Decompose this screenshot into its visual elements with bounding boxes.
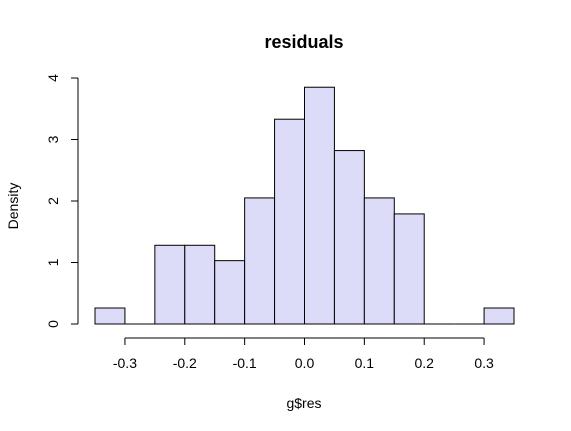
histogram-bar <box>154 244 186 325</box>
y-tick-label: 2 <box>45 197 61 205</box>
y-axis: 0 1 2 3 4 <box>45 74 79 328</box>
x-tick-label: -0.2 <box>173 355 197 371</box>
y-tick-label: 0 <box>45 320 61 328</box>
histogram-bar <box>333 150 365 325</box>
y-tick-label: 1 <box>45 258 61 266</box>
y-tick-label: 3 <box>45 135 61 143</box>
y-tick-label: 4 <box>45 74 61 82</box>
histogram-bar <box>483 307 515 325</box>
x-axis-label: g$res <box>286 395 321 411</box>
bars-group <box>94 86 515 325</box>
histogram-bar <box>184 244 216 325</box>
histogram-bar <box>393 213 425 325</box>
histogram-bar <box>94 307 126 325</box>
histogram-bar <box>363 197 395 325</box>
x-tick-label: 0.3 <box>474 355 494 371</box>
x-tick-label: 0.2 <box>414 355 434 371</box>
histogram-bar <box>214 260 246 325</box>
x-tick-label: 0.0 <box>295 355 315 371</box>
histogram-bar <box>244 197 276 325</box>
histogram-bar <box>274 118 306 325</box>
x-tick-label: 0.1 <box>355 355 375 371</box>
histogram-bar <box>304 86 335 325</box>
x-tick-label: -0.1 <box>233 355 257 371</box>
y-axis-label: Density <box>5 183 21 230</box>
chart-title: residuals <box>264 32 343 52</box>
x-tick-label: -0.3 <box>113 355 137 371</box>
x-axis: -0.3 -0.2 -0.1 0.0 0.1 0.2 0.3 <box>113 337 494 371</box>
